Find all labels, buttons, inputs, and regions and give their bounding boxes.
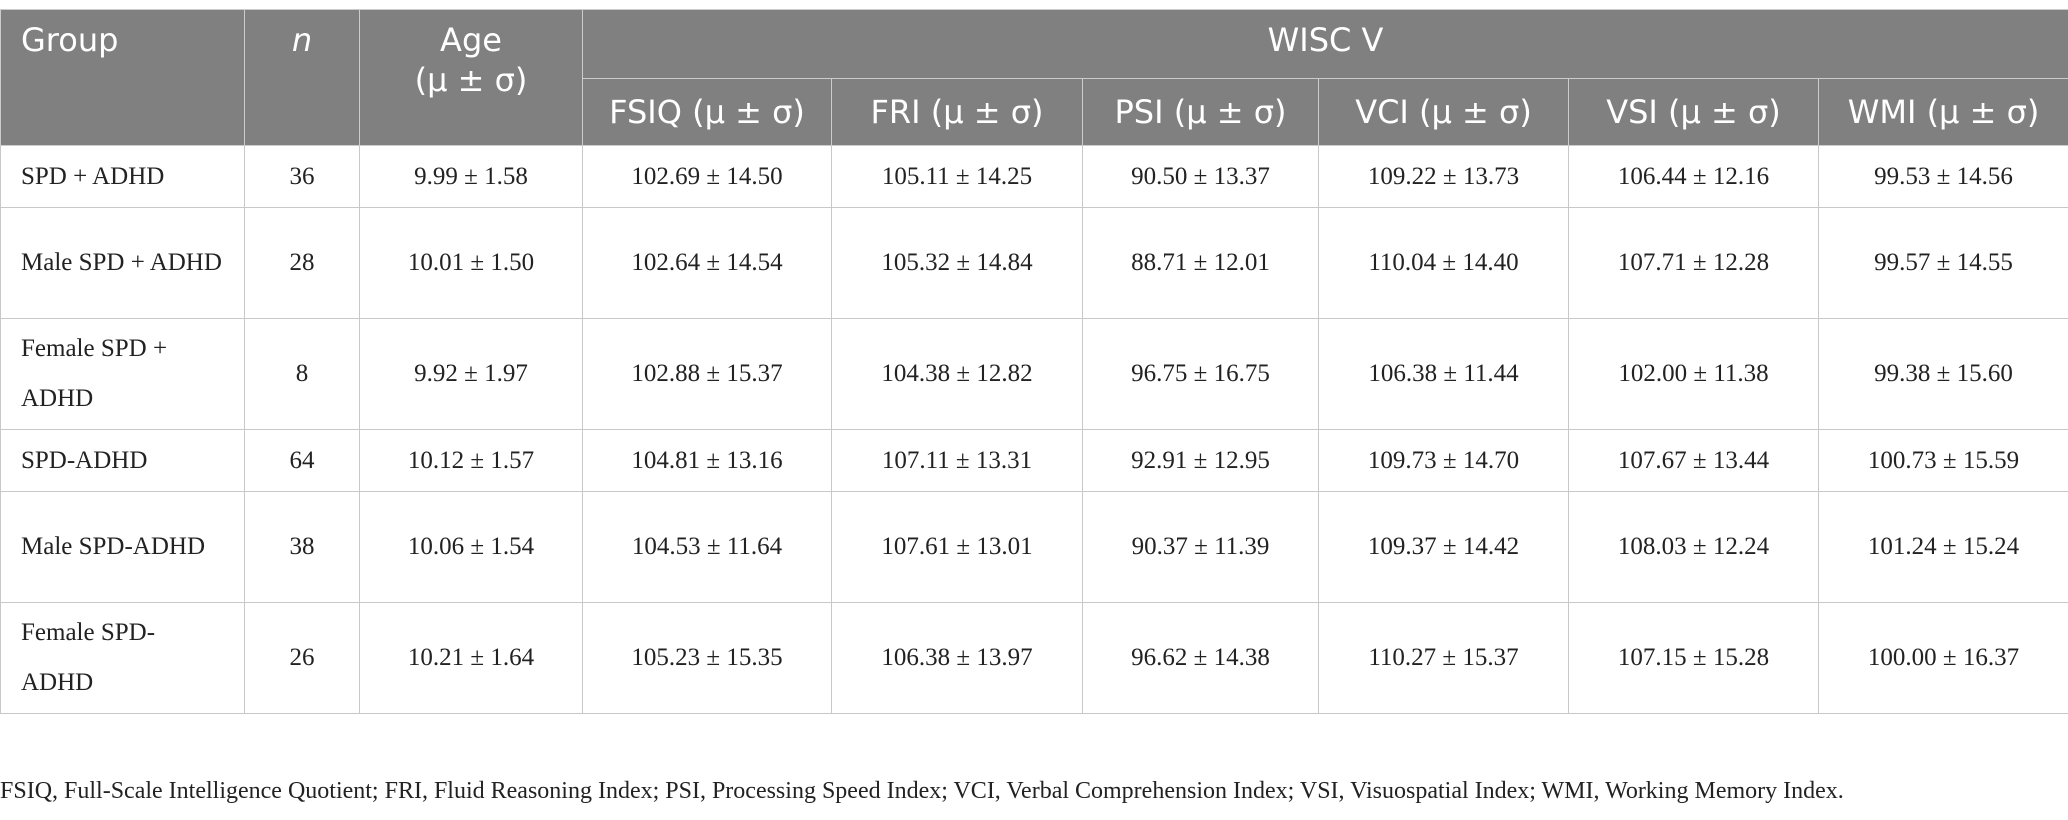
- table-cell: 109.22 ± 13.73: [1318, 145, 1569, 208]
- table-cell: SPD-ADHD: [0, 429, 245, 492]
- table-cell: 102.00 ± 11.38: [1568, 318, 1819, 430]
- table-cell: 100.00 ± 16.37: [1817, 602, 2068, 714]
- table-cell: Female SPD + ADHD: [0, 318, 245, 430]
- table-cell: 108.03 ± 12.24: [1568, 491, 1819, 603]
- table-cell: 28: [244, 207, 360, 319]
- table-cell: 10.12 ± 1.57: [359, 429, 583, 492]
- header-cell: n: [244, 9, 360, 146]
- table-cell: 110.27 ± 15.37: [1318, 602, 1569, 714]
- table-cell: 105.32 ± 14.84: [831, 207, 1083, 319]
- table-cell: 9.99 ± 1.58: [359, 145, 583, 208]
- table-cell: 104.38 ± 12.82: [831, 318, 1083, 430]
- table-cell: 101.24 ± 15.24: [1817, 491, 2068, 603]
- table-cell: 107.71 ± 12.28: [1568, 207, 1819, 319]
- table-cell: 105.23 ± 15.35: [582, 602, 832, 714]
- table-cell: Male SPD + ADHD: [0, 207, 245, 319]
- table-cell: 107.61 ± 13.01: [831, 491, 1083, 603]
- table-cell: 96.62 ± 14.38: [1082, 602, 1319, 714]
- table-row: SPD + ADHD 36 9.99 ± 1.58 102.69 ± 14.50 105…: [0, 145, 2068, 208]
- table-cell: Female SPD-ADHD: [0, 602, 245, 714]
- table-cell: 105.11 ± 14.25: [831, 145, 1083, 208]
- header-cell: FRI (μ ± σ): [831, 78, 1083, 146]
- data-table: Group n Age (μ ± σ) WISC V FSIQ (μ ± σ) FR…: [0, 9, 2068, 714]
- table-cell: 102.64 ± 14.54: [582, 207, 832, 319]
- table-cell: 10.06 ± 1.54: [359, 491, 583, 603]
- table-row: Male SPD + ADHD 28 10.01 ± 1.50 102.64 ± 14…: [0, 207, 2068, 319]
- table-cell: 90.50 ± 13.37: [1082, 145, 1319, 208]
- table-cell: 102.88 ± 15.37: [582, 318, 832, 430]
- table-cell: 99.57 ± 14.55: [1817, 207, 2068, 319]
- footnote: FSIQ, Full-Scale Intelligence Quotient; …: [0, 778, 1844, 804]
- header-unit: (μ ± σ): [414, 61, 528, 99]
- table-cell: 92.91 ± 12.95: [1082, 429, 1319, 492]
- table-cell: 106.44 ± 12.16: [1568, 145, 1819, 208]
- table-cell: 10.01 ± 1.50: [359, 207, 583, 319]
- table-cell: 104.81 ± 13.16: [582, 429, 832, 492]
- table-cell: 107.15 ± 15.28: [1568, 602, 1819, 714]
- header-cell: Group: [0, 9, 245, 146]
- table-cell: 10.21 ± 1.64: [359, 602, 583, 714]
- table-row: Female SPD + ADHD 8 9.92 ± 1.97 102.88 ± 15…: [0, 318, 2068, 430]
- table-cell: 88.71 ± 12.01: [1082, 207, 1319, 319]
- table-cell: 106.38 ± 11.44: [1318, 318, 1569, 430]
- table-cell: 110.04 ± 14.40: [1318, 207, 1569, 319]
- header-cell: WMI (μ ± σ): [1817, 78, 2068, 146]
- header-label: Age: [440, 21, 502, 59]
- table-cell: 38: [244, 491, 360, 603]
- table-row: Female SPD-ADHD 26 10.21 ± 1.64 105.23 ± 15…: [0, 602, 2068, 714]
- table-cell: 107.67 ± 13.44: [1568, 429, 1819, 492]
- table-cell: 102.69 ± 14.50: [582, 145, 832, 208]
- header-cell: VSI (μ ± σ): [1568, 78, 1819, 146]
- table-cell: 100.73 ± 15.59: [1817, 429, 2068, 492]
- header-cell: FSIQ (μ ± σ): [582, 78, 832, 146]
- table-cell: 64: [244, 429, 360, 492]
- table-cell: Male SPD-ADHD: [0, 491, 245, 603]
- table-cell: 106.38 ± 13.97: [831, 602, 1083, 714]
- table-cell: 109.73 ± 14.70: [1318, 429, 1569, 492]
- table-cell: 8: [244, 318, 360, 430]
- table-cell: 96.75 ± 16.75: [1082, 318, 1319, 430]
- header-cell: VCI (μ ± σ): [1318, 78, 1569, 146]
- table-cell: 109.37 ± 14.42: [1318, 491, 1569, 603]
- table-row: Male SPD-ADHD 38 10.06 ± 1.54 104.53 ± 11.6…: [0, 491, 2068, 603]
- table-cell: 90.37 ± 11.39: [1082, 491, 1319, 603]
- table-cell: SPD + ADHD: [0, 145, 245, 208]
- header-cell: Age (μ ± σ): [359, 9, 583, 146]
- table-cell: 36: [244, 145, 360, 208]
- table-cell: 26: [244, 602, 360, 714]
- table-cell: 107.11 ± 13.31: [831, 429, 1083, 492]
- header-cell: PSI (μ ± σ): [1082, 78, 1319, 146]
- table-cell: 99.38 ± 15.60: [1817, 318, 2068, 430]
- table-cell: 9.92 ± 1.97: [359, 318, 583, 430]
- header-span: WISC V: [581, 9, 2068, 79]
- table-row: SPD-ADHD 64 10.12 ± 1.57 104.81 ± 13.16 107.…: [0, 429, 2068, 492]
- table-cell: 104.53 ± 11.64: [582, 491, 832, 603]
- table-cell: 99.53 ± 14.56: [1817, 145, 2068, 208]
